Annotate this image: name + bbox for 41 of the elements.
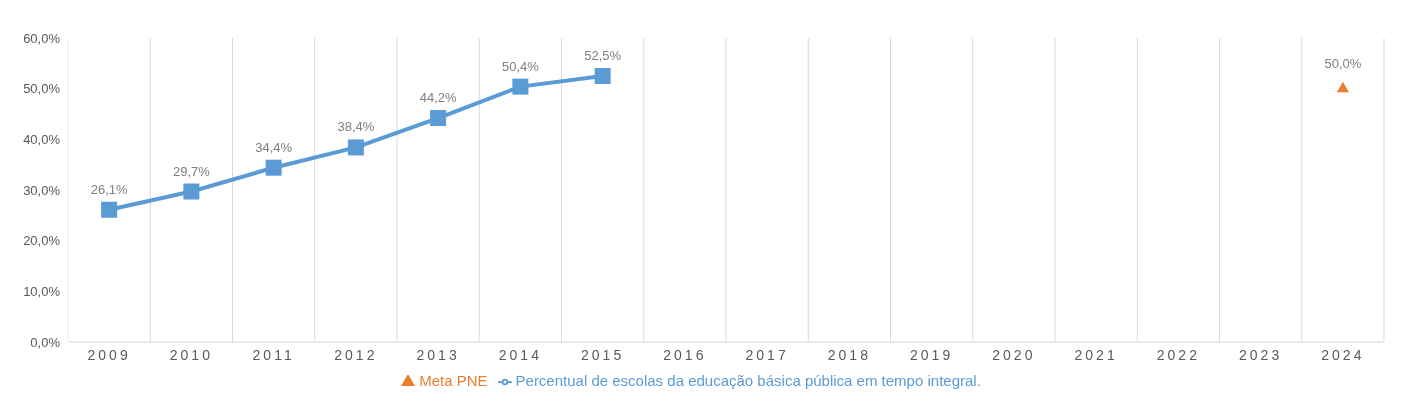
x-tick-label: 2019	[910, 346, 954, 363]
y-tick-label: 60,0%	[23, 30, 61, 46]
x-tick-label: 2024	[1321, 346, 1365, 363]
data-label: 38,4%	[337, 119, 375, 135]
point	[265, 159, 282, 176]
x-tick-label: 2009	[87, 346, 131, 363]
x-tick-label: 2022	[1156, 346, 1200, 363]
data-label: 50,4%	[501, 58, 540, 74]
point	[430, 110, 447, 127]
x-tick-label: 2017	[745, 346, 789, 363]
data-label: 26,1%	[90, 181, 128, 197]
y-tick-label: 30,0%	[23, 182, 61, 198]
point	[183, 183, 200, 200]
x-tick-label: 2011	[252, 346, 295, 363]
point	[1336, 81, 1349, 93]
x-tick-label: 2018	[827, 346, 871, 363]
point	[101, 201, 118, 218]
data-label: 52,5%	[584, 48, 622, 63]
x-tick-label: 2010	[169, 346, 213, 363]
data-label: 34,4%	[255, 139, 293, 155]
point	[512, 78, 529, 95]
x-tick-label: 2012	[334, 346, 378, 363]
point	[347, 139, 364, 156]
y-tick-label: 50,0%	[23, 81, 61, 97]
y-tick-label: 20,0%	[23, 233, 61, 249]
y-tick-label: 40,0%	[23, 131, 61, 147]
data-label: 50,0%	[1324, 56, 1362, 72]
x-tick-label: 2013	[416, 346, 460, 363]
x-tick-label: 2020	[992, 346, 1036, 363]
x-tick-label: 2014	[498, 346, 542, 363]
y-tick-label: 0,0%	[30, 334, 61, 350]
x-tick-label: 2023	[1239, 346, 1283, 363]
data-label: 44,2%	[419, 90, 457, 106]
x-tick-label: 2016	[663, 346, 707, 363]
x-tick-label: 2021	[1074, 346, 1118, 363]
x-tick-label: 2015	[581, 346, 625, 363]
data-label: 29,7%	[172, 163, 211, 179]
point	[594, 68, 611, 84]
legend-label: Percentual de escolas da educação básica pública em tempo integral.	[515, 371, 981, 389]
legend-label: Meta PNE	[419, 371, 488, 389]
y-tick-label: 10,0%	[23, 283, 61, 299]
